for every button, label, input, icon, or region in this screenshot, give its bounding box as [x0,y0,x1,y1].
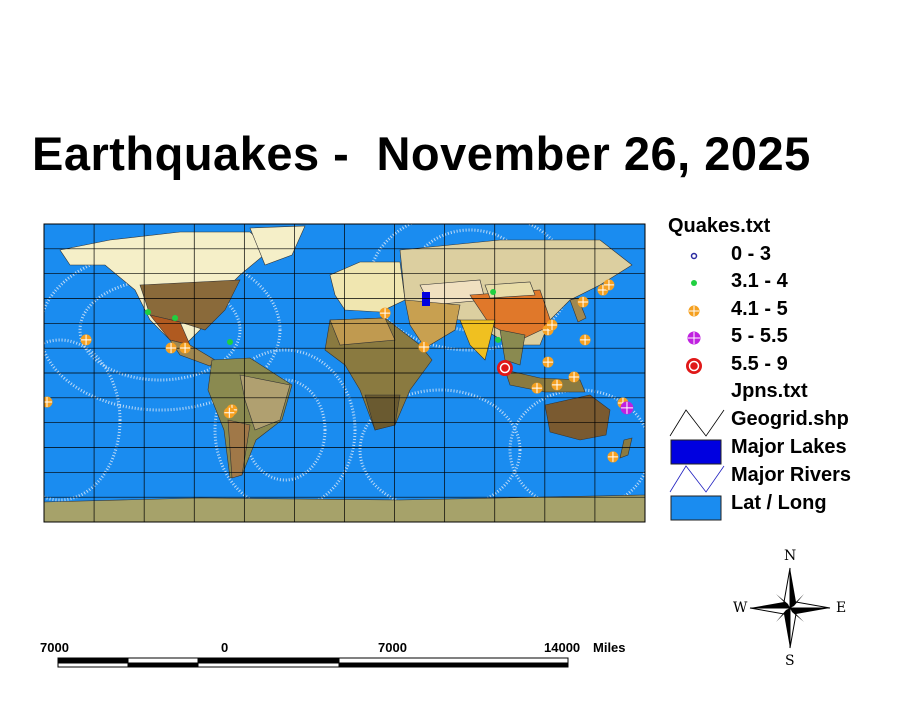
southeast-asia [499,329,526,366]
scale-label-zero: 0 [221,640,229,655]
middle-east [404,299,461,349]
line-symbol-icon [669,409,725,437]
earthquake-point[interactable] [568,371,580,383]
orange-crosshair-icon [688,305,700,317]
southern-africa [364,394,401,431]
map-frame [43,223,646,523]
legend-layer-rivers: Major Rivers [668,464,918,493]
red-bullseye-icon [686,358,702,374]
north-africa [329,317,396,346]
geogrid [44,224,645,522]
legend-layer-latlong: Lat / Long [668,492,918,521]
earthquake-point[interactable] [179,342,191,354]
earthquake-point[interactable] [172,315,179,322]
scale-label-right: 14000 [544,640,581,655]
europe [329,261,406,313]
earthquake-point[interactable] [80,334,92,346]
scale-bar [57,657,569,668]
earthquake-point[interactable] [145,309,152,316]
earthquake-point[interactable] [577,296,589,308]
earthquake-point[interactable] [379,307,391,319]
earthquake-point[interactable] [223,407,235,419]
green-dot-icon [691,280,697,286]
dark-blue-fill-icon [670,439,722,465]
compass-n: N [784,548,797,564]
compass-e: E [836,600,847,616]
earthquake-point[interactable] [551,379,563,391]
scale-unit: Miles [593,640,626,655]
earthquake-point[interactable] [620,401,634,415]
earthquake-point[interactable] [226,339,233,346]
compass-s: S [785,653,795,669]
earthquake-point[interactable] [603,279,615,291]
australia [544,394,611,441]
major-lake-caspian [422,292,430,306]
earthquake-point[interactable] [418,341,430,353]
legend-class-0-3: 0 - 3 [668,243,918,269]
earthquake-point[interactable] [496,360,513,377]
earthquake-point[interactable] [165,342,177,354]
map-title: Earthquakes - November 26, 2025 [32,127,811,180]
legend-class-3-4: 3.1 - 4 [668,270,918,296]
small-blue-circle-icon [690,252,698,260]
scale-label-mid: 7000 [378,640,407,655]
compass-w: W [733,600,748,616]
scale-label-left: 7000 [40,640,69,655]
legend-layer-jpns: Jpns.txt [731,380,808,402]
north-arrow-compass [749,567,831,649]
legend-layer-lakes: Major Lakes [668,436,918,465]
earthquake-point[interactable] [579,334,591,346]
india [459,319,496,361]
earthquake-point[interactable] [546,319,558,331]
earthquake-point[interactable] [542,356,554,368]
light-blue-fill-icon [670,495,722,521]
earthquake-point[interactable] [490,289,497,296]
legend-class-4-5: 4.1 - 5 [668,298,918,324]
legend-class-55-9: 5.5 - 9 [668,353,918,379]
earthquake-point[interactable] [607,451,619,463]
earthquake-points [42,279,634,463]
legend-class-5-55: 5 - 5.5 [668,325,918,351]
new-zealand [619,437,633,459]
earthquake-point[interactable] [42,396,53,408]
greenland [249,225,306,266]
legend-layer-geogrid: Geogrid.shp [668,408,918,437]
earthquake-point[interactable] [495,336,502,343]
earthquake-point[interactable] [531,382,543,394]
mongolia [484,281,536,299]
purple-crosshair-icon [687,331,701,345]
legend-quakes-title: Quakes.txt [668,215,771,237]
blue-line-symbol-icon [669,465,725,493]
